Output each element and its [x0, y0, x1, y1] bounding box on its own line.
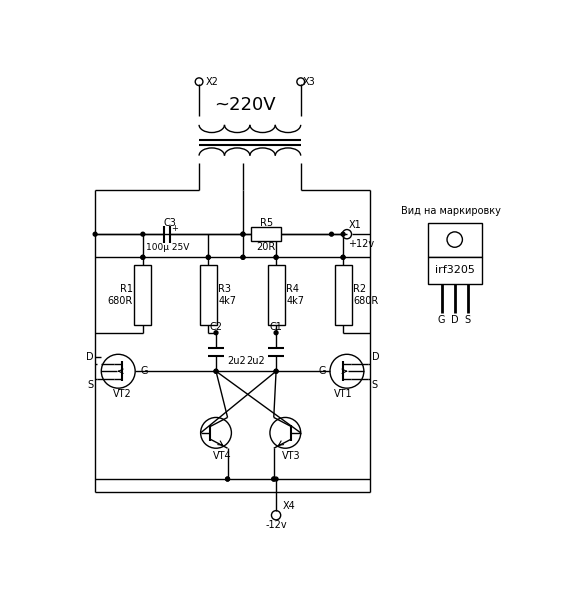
Bar [268, 265, 284, 325]
Text: VT1: VT1 [334, 390, 353, 399]
Text: VT4: VT4 [213, 451, 231, 461]
Circle shape [241, 233, 245, 236]
Bar [428, 223, 482, 257]
Circle shape [207, 255, 210, 259]
Text: S: S [88, 380, 93, 390]
Circle shape [141, 255, 145, 259]
Text: C2: C2 [209, 321, 223, 332]
Text: 680R: 680R [353, 296, 379, 306]
Circle shape [274, 331, 278, 335]
Circle shape [272, 477, 276, 481]
Circle shape [141, 255, 145, 259]
Text: ~220V: ~220V [213, 96, 275, 114]
Circle shape [341, 255, 345, 259]
Circle shape [214, 369, 218, 373]
Circle shape [274, 369, 278, 373]
Text: VT2: VT2 [113, 390, 132, 399]
Text: X2: X2 [205, 77, 218, 87]
Circle shape [274, 369, 278, 373]
Text: X3: X3 [303, 77, 316, 87]
Text: R2: R2 [353, 284, 366, 294]
Circle shape [341, 255, 345, 259]
Bar [335, 265, 351, 325]
Text: VT3: VT3 [282, 451, 301, 461]
Text: 4k7: 4k7 [286, 296, 304, 306]
Text: irf3205: irf3205 [435, 265, 475, 275]
Text: D: D [451, 315, 459, 325]
Text: R3: R3 [218, 284, 231, 294]
Circle shape [272, 477, 276, 481]
Text: R5: R5 [260, 219, 272, 228]
Circle shape [274, 255, 278, 259]
Circle shape [241, 255, 245, 259]
Circle shape [241, 255, 245, 259]
Circle shape [141, 233, 145, 236]
Circle shape [341, 233, 345, 236]
Text: X4: X4 [282, 501, 295, 511]
Text: 20R: 20R [256, 242, 276, 252]
Text: X1: X1 [349, 220, 361, 230]
Text: C3: C3 [163, 217, 176, 228]
Bar [250, 227, 282, 241]
Text: 2u2: 2u2 [227, 356, 246, 366]
Text: -12v: -12v [265, 520, 287, 530]
Circle shape [241, 233, 245, 236]
Circle shape [207, 255, 210, 259]
Text: R4: R4 [286, 284, 299, 294]
Text: +12v: +12v [349, 239, 374, 249]
Text: 4k7: 4k7 [218, 296, 237, 306]
Circle shape [214, 369, 218, 373]
Text: C1: C1 [269, 321, 283, 332]
Text: D: D [86, 352, 93, 362]
Text: G: G [141, 366, 148, 376]
Text: 2u2: 2u2 [246, 356, 265, 366]
Text: G: G [319, 366, 326, 376]
Circle shape [274, 255, 278, 259]
Text: D: D [372, 352, 379, 362]
Circle shape [226, 477, 230, 481]
Text: Вид на маркировку: Вид на маркировку [401, 206, 501, 216]
Text: G: G [438, 315, 445, 325]
Bar [428, 257, 482, 284]
Circle shape [329, 233, 334, 236]
Circle shape [214, 331, 218, 335]
Circle shape [93, 233, 97, 236]
Text: S: S [372, 380, 378, 390]
Bar [200, 265, 217, 325]
Circle shape [226, 477, 230, 481]
Text: 680R: 680R [107, 296, 133, 306]
Text: S: S [464, 315, 471, 325]
Bar [134, 265, 151, 325]
Circle shape [274, 477, 278, 481]
Text: +: + [171, 223, 178, 233]
Text: 100μ 25V: 100μ 25V [146, 243, 189, 252]
Text: R1: R1 [120, 284, 133, 294]
